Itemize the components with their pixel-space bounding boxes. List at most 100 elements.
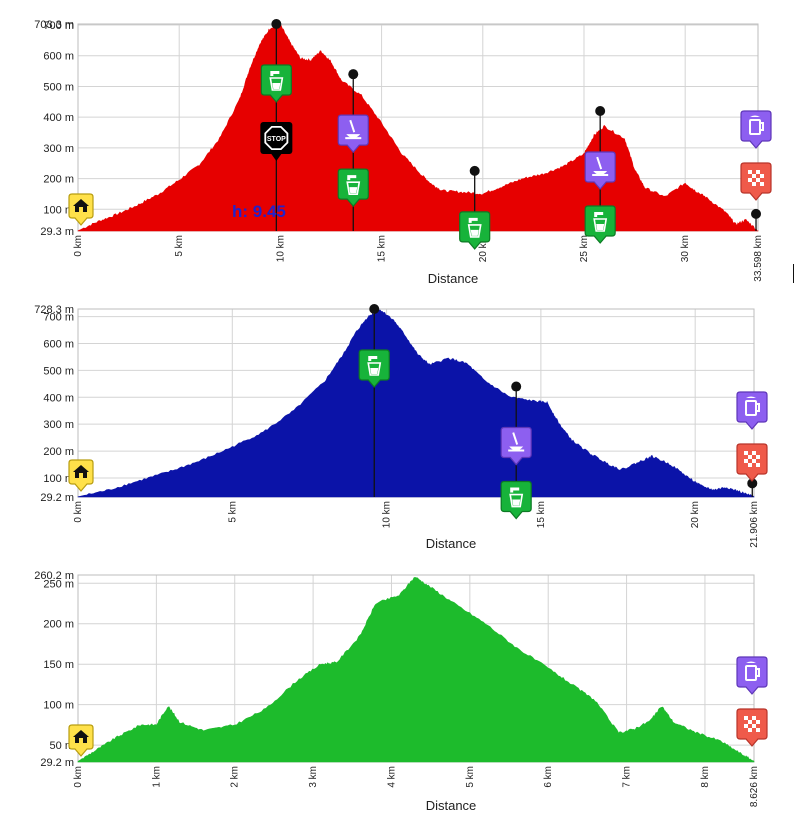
y-tick-label: 260.2 m xyxy=(34,570,74,582)
stop-icon: STOP xyxy=(260,122,293,161)
text-cursor xyxy=(793,264,794,283)
tap-glyph xyxy=(347,175,357,181)
waypoint-pin[interactable] xyxy=(747,478,758,497)
x-tick-label: 20 km xyxy=(690,501,701,528)
water-icon xyxy=(260,64,292,103)
y-tick-label: 29.2 m xyxy=(40,757,74,769)
pin-head xyxy=(751,208,762,219)
flag-cell xyxy=(744,451,748,455)
elevation-area xyxy=(77,576,755,763)
x-axis-title: Distance xyxy=(428,271,479,286)
flag-cell xyxy=(756,463,760,467)
y-tick-label: 700 m xyxy=(43,312,74,324)
x-tick-label: 4 km xyxy=(386,766,397,788)
pin-head xyxy=(348,69,359,80)
water-fill-glyph xyxy=(349,187,358,194)
tap-glyph xyxy=(594,212,604,218)
y-tick-label: 100 m xyxy=(43,473,74,485)
foam-glyph xyxy=(746,661,756,663)
flag-cell xyxy=(760,174,764,178)
flag-cell xyxy=(752,174,756,178)
water-icon xyxy=(337,168,369,208)
restaurant-icon xyxy=(500,426,532,466)
x-tick-label: 15 km xyxy=(536,501,547,528)
glass-glyph xyxy=(467,224,482,238)
pin-body xyxy=(740,110,772,149)
house-glyph xyxy=(73,465,89,478)
water-fill-glyph xyxy=(370,368,379,374)
x-tick-label: 5 km xyxy=(174,235,185,257)
beer-icon xyxy=(740,110,772,149)
door-glyph xyxy=(79,473,83,478)
mug-glyph xyxy=(745,400,757,416)
mug-glyph xyxy=(745,665,757,681)
flag-cell xyxy=(748,178,752,182)
y-tick-label: 200 m xyxy=(43,619,74,631)
stop-octagon xyxy=(264,126,289,151)
home-icon xyxy=(68,459,94,492)
waypoint-pin[interactable] xyxy=(459,165,491,250)
tap-glyph xyxy=(270,71,280,76)
y-tick-label: 250 m xyxy=(43,578,74,590)
flag-cell xyxy=(748,728,752,732)
water-icon xyxy=(500,480,532,520)
flag-cell xyxy=(748,170,752,174)
x-tick-label: 1 km xyxy=(151,766,162,788)
x-axis-title: Distance xyxy=(426,798,477,813)
pin-head xyxy=(511,381,522,392)
tap-glyph xyxy=(510,487,520,493)
flag-cell xyxy=(744,459,748,463)
water-icon xyxy=(584,205,616,244)
x-tick-label: 7 km xyxy=(622,766,633,788)
height-marker-label: h: 9.45 xyxy=(232,202,286,221)
flag-cell xyxy=(756,720,760,724)
flag-cell xyxy=(756,728,760,732)
pin-head xyxy=(469,165,480,176)
y-tick-label: 29.3 m xyxy=(40,226,74,238)
door-glyph xyxy=(79,738,83,743)
glass-glyph xyxy=(367,362,382,376)
waypoint-pin[interactable] xyxy=(337,69,369,231)
restaurant-icon xyxy=(337,114,369,154)
pin-body xyxy=(736,656,768,695)
y-tick-label: 600 m xyxy=(43,51,74,63)
house-glyph xyxy=(73,730,89,743)
waypoint-pin[interactable] xyxy=(500,381,532,520)
cutlery-glyph xyxy=(596,156,603,170)
x-tick-label: 10 km xyxy=(275,235,286,262)
water-icon xyxy=(459,211,491,250)
mug-handle-glyph xyxy=(760,122,764,131)
waypoint-pin[interactable] xyxy=(584,106,616,244)
y-tick-label: 728.3 m xyxy=(34,304,74,316)
flag-cell xyxy=(756,170,760,174)
flag-cell xyxy=(752,716,756,720)
flag-cell xyxy=(752,724,756,728)
mug-handle-glyph xyxy=(756,668,760,677)
y-tick-label: 400 m xyxy=(43,392,74,404)
waypoint-pin[interactable]: STOP xyxy=(260,19,293,231)
waypoint-pin[interactable] xyxy=(751,208,762,231)
water-fill-glyph xyxy=(470,229,479,236)
x-tick-label: 33.598 km xyxy=(753,235,764,282)
y-tick-label: 500 m xyxy=(43,365,74,377)
pin-head xyxy=(595,106,606,117)
elevation-chart-1: 29.3 m 100 m 200 m 300 m 400 m 500 m 600 m 700 … xyxy=(34,19,772,286)
y-tick-label: 100 m xyxy=(43,204,74,216)
stop-text: STOP xyxy=(267,136,286,143)
elevation-chart-2: 29.2 m 100 m 200 m 300 m 400 m 500 m 600 m 700 … xyxy=(34,304,768,551)
tap-glyph xyxy=(468,217,478,223)
x-tick-label: 30 km xyxy=(680,235,691,262)
tap-glyph xyxy=(368,356,378,361)
glass-glyph xyxy=(269,77,284,91)
pin-body xyxy=(500,426,532,466)
x-tick-label: 0 km xyxy=(73,501,84,523)
x-tick-label: 2 km xyxy=(230,766,241,788)
pin-body xyxy=(337,114,369,154)
waypoint-pin[interactable] xyxy=(358,304,390,497)
glass-glyph xyxy=(346,181,361,195)
beer-icon xyxy=(736,656,768,695)
y-tick-label: 700 m xyxy=(43,20,74,32)
home-icon xyxy=(68,193,94,226)
finish-flag-icon xyxy=(736,443,768,482)
